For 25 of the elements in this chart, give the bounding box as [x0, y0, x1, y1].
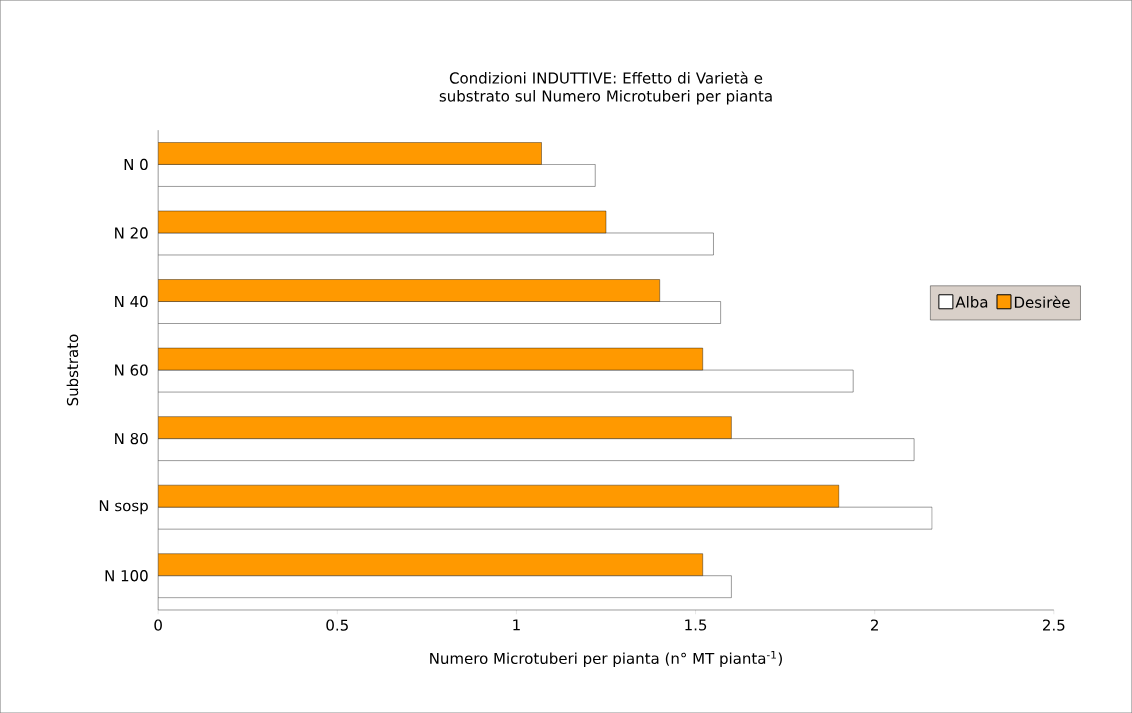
y-tick-label: N 40 [115, 295, 148, 308]
y-tick-label: N 80 [115, 432, 148, 445]
text: Alba [955, 296, 988, 308]
x-tick-label: 0 [154, 619, 162, 631]
y-tick-label: N 100 [105, 569, 148, 582]
y-tick-label: N 60 [115, 364, 148, 376]
bar [158, 484, 840, 508]
y-tick-label: N 0 [124, 158, 148, 171]
bar [158, 347, 703, 371]
bar [158, 210, 607, 234]
chart-title: Condizioni INDUTTIVE: Effetto di Varietà e substrato sul Numero Microtuberi per pianta [439, 71, 772, 105]
y-axis-title: Substrato [66, 334, 79, 406]
x-tick-label: 2.5 [1043, 619, 1065, 631]
x-tick-label: 1.5 [685, 619, 707, 631]
y-tick-label: N 20 [115, 227, 148, 239]
bar [158, 553, 703, 576]
x-tick-label: 1 [513, 619, 520, 631]
x-axis-title: Numero Microtuberi per pianta (n° MT pianta$^{-1}$) [430, 650, 782, 667]
legend-label: Desirèe [1014, 295, 1070, 308]
bar [158, 142, 542, 165]
bar [158, 279, 660, 302]
y-tick-label: N sosp [99, 500, 148, 515]
x-tick-label: 2 [871, 619, 878, 631]
bar [158, 416, 732, 439]
x-tick-label: 0.5 [326, 619, 348, 631]
